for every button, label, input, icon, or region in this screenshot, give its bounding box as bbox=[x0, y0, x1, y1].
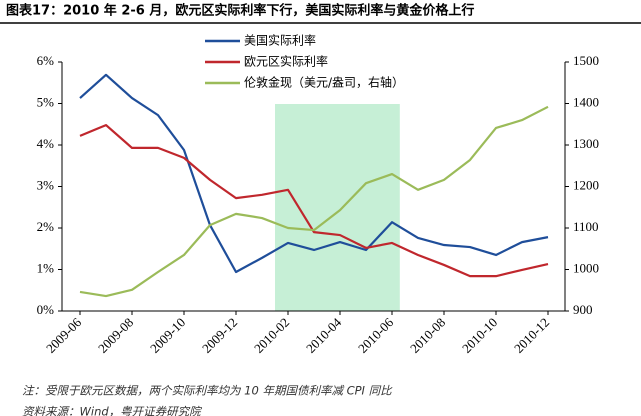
y2-tick-label: 1000 bbox=[573, 260, 599, 275]
series-line bbox=[79, 73, 549, 274]
x-tick-label: 2009-10 bbox=[147, 315, 188, 356]
x-tick-label: 2010-08 bbox=[407, 315, 448, 356]
x-tick-label: 2010-10 bbox=[459, 315, 500, 356]
y2-tick-label: 1300 bbox=[573, 136, 599, 151]
shaded-period bbox=[275, 104, 400, 311]
x-tick-label: 2010-12 bbox=[511, 315, 552, 356]
y2-tick-label: 1400 bbox=[573, 94, 599, 109]
legend-label: 伦敦金现（美元/盎司，右轴） bbox=[244, 75, 404, 90]
legend-label: 美国实际利率 bbox=[244, 33, 316, 48]
y2-tick-label: 1100 bbox=[573, 219, 599, 234]
series-line bbox=[79, 123, 549, 278]
x-tick-label: 2009-06 bbox=[43, 314, 85, 356]
y-tick-label: 3% bbox=[37, 177, 55, 192]
note: 注：受限于欧元区数据，两个实际利率均为 10 年期国债利率减 CPI 同比 bbox=[22, 384, 393, 398]
legend-label: 欧元区实际利率 bbox=[244, 54, 328, 69]
x-tick-label: 2010-02 bbox=[251, 315, 292, 356]
x-tick-label: 2009-12 bbox=[199, 315, 240, 356]
y-tick-label: 6% bbox=[37, 53, 55, 68]
y-tick-label: 4% bbox=[37, 136, 55, 151]
source: 资料来源：Wind，粤开证券研究院 bbox=[22, 405, 202, 416]
chart-title: 图表17：2010 年 2-6 月，欧元区实际利率下行，美国实际利率与黄金价格上… bbox=[6, 3, 474, 19]
y-tick-label: 2% bbox=[37, 219, 55, 234]
y2-tick-label: 1500 bbox=[573, 53, 599, 68]
series-line bbox=[79, 105, 549, 298]
x-tick-label: 2010-06 bbox=[355, 314, 397, 356]
x-tick-label: 2010-04 bbox=[303, 314, 345, 356]
x-tick-label: 2009-08 bbox=[95, 315, 136, 356]
y-tick-label: 0% bbox=[37, 302, 55, 317]
y2-tick-label: 900 bbox=[573, 302, 593, 317]
y-tick-label: 1% bbox=[37, 260, 55, 275]
y-tick-label: 5% bbox=[37, 94, 55, 109]
y2-tick-label: 1200 bbox=[573, 177, 599, 192]
